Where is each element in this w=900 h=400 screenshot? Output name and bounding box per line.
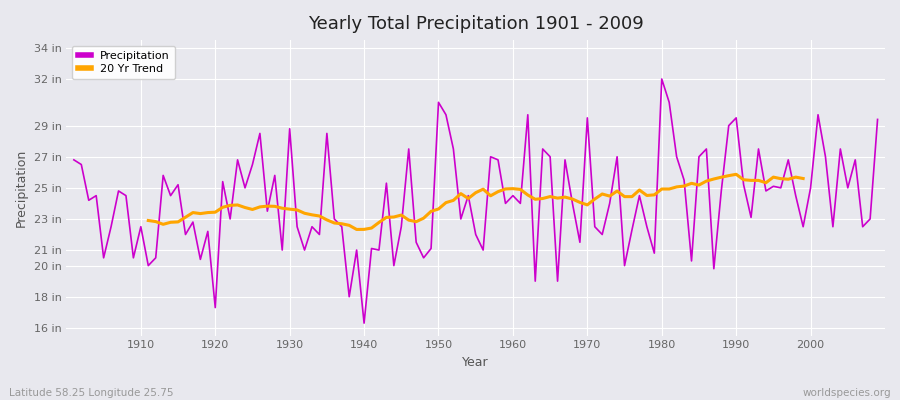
20 Yr Trend — [797, 176, 808, 181]
Precipitation — [604, 201, 615, 206]
Line: 20 Yr Trend: 20 Yr Trend — [148, 174, 803, 230]
Title: Yearly Total Precipitation 1901 - 2009: Yearly Total Precipitation 1901 - 2009 — [308, 15, 644, 33]
Line: Precipitation: Precipitation — [74, 79, 878, 323]
Legend: Precipitation, 20 Yr Trend: Precipitation, 20 Yr Trend — [72, 46, 176, 79]
Precipitation — [292, 224, 302, 229]
X-axis label: Year: Year — [463, 356, 489, 369]
Text: Latitude 58.25 Longitude 25.75: Latitude 58.25 Longitude 25.75 — [9, 388, 174, 398]
20 Yr Trend — [731, 172, 742, 177]
Precipitation — [508, 193, 518, 198]
Precipitation — [337, 224, 347, 229]
Text: worldspecies.org: worldspecies.org — [803, 388, 891, 398]
Precipitation — [515, 201, 526, 206]
Precipitation — [359, 321, 370, 326]
20 Yr Trend — [210, 210, 220, 214]
20 Yr Trend — [225, 203, 236, 208]
20 Yr Trend — [143, 218, 154, 223]
20 Yr Trend — [403, 218, 414, 222]
20 Yr Trend — [351, 227, 362, 232]
20 Yr Trend — [485, 193, 496, 198]
20 Yr Trend — [738, 177, 749, 182]
Precipitation — [128, 256, 139, 260]
Precipitation — [656, 76, 667, 81]
Precipitation — [872, 117, 883, 122]
Y-axis label: Precipitation: Precipitation — [15, 149, 28, 227]
Precipitation — [68, 158, 79, 162]
20 Yr Trend — [277, 206, 288, 211]
